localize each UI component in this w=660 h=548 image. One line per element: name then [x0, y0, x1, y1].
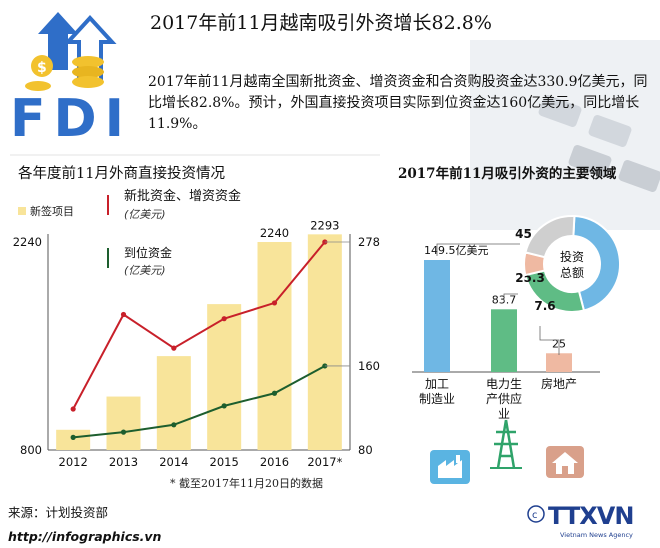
- donut-slice-3: [524, 215, 576, 259]
- right-section-title: 2017年前11月吸引外资的主要领域: [398, 166, 617, 182]
- fdi-yearly-chart: 2240 2293 800 2240 80 160 278 2012 2013 2014 2015 2…: [13, 188, 380, 469]
- y-right-tick: 160: [358, 359, 380, 373]
- leader-line: [503, 293, 518, 302]
- donut-slice-0: [572, 215, 621, 312]
- series-line-1: [72, 241, 326, 410]
- sector-bar-2: [546, 353, 572, 372]
- bar-2017*: [307, 234, 342, 450]
- house-icon: [546, 446, 584, 478]
- x-tick: 2012: [59, 455, 88, 469]
- series-point: [171, 422, 177, 428]
- bar-2013: [106, 396, 141, 450]
- legend: 新签项目 新批资金、增资资金 (亿美元) 到位资金 (亿美元): [18, 188, 241, 277]
- sector-bar-0: [424, 260, 450, 372]
- x-tick: 2015: [210, 455, 239, 469]
- bar-value-label: 2240: [260, 226, 289, 240]
- source-note: 来源：计划投资部: [8, 505, 109, 520]
- sector-category-label: 加工: [425, 377, 449, 391]
- series-point: [120, 429, 127, 435]
- sector-category-label: 产供应: [486, 391, 522, 406]
- series-point: [70, 434, 76, 440]
- sector-category-label: 电力生: [486, 377, 522, 391]
- leader-line: [539, 326, 560, 355]
- legend-green-label: 到位资金: [124, 245, 172, 260]
- sector-bar-1: [491, 309, 517, 372]
- y-right-tick: 278: [358, 235, 380, 249]
- donut-slice-label: 7.6: [534, 299, 555, 313]
- copyright-icon: [527, 505, 545, 523]
- brand-subtitle: Vietnam News Agency: [560, 531, 633, 539]
- series-point: [120, 311, 127, 318]
- factory-icon: [430, 450, 470, 484]
- site-link[interactable]: http://infographics.vn: [8, 529, 162, 544]
- series-line-2: [73, 365, 326, 439]
- leader-line: [436, 243, 520, 256]
- intro-paragraph: 2017年前11月越南全国新批资金、增资资金和合资购股资金达330.9亿美元，同…: [148, 74, 648, 132]
- series-point: [271, 390, 278, 396]
- svg-text:$: $: [37, 60, 47, 76]
- bar-2014: [156, 356, 191, 450]
- x-tick: 2016: [260, 455, 289, 469]
- x-tick: 2013: [109, 455, 138, 469]
- series-point: [171, 345, 177, 351]
- fdi-logo-text: FDI: [10, 89, 132, 149]
- sector-category-label: 业: [498, 407, 510, 421]
- legend-bar-swatch: [18, 207, 26, 215]
- series-point: [271, 300, 278, 306]
- page-title: 2017年前11月越南吸引外资增长82.8%: [150, 12, 492, 34]
- x-tick: 2014: [159, 455, 188, 469]
- sector-category-label: 房地产: [541, 376, 577, 391]
- y-left-tick: 800: [20, 443, 42, 457]
- bar-2015: [207, 304, 242, 450]
- fdi-logo: $ FDI: [10, 12, 132, 149]
- y-left-tick: 2240: [13, 235, 42, 249]
- brand-logo: TTXVN: [548, 502, 634, 530]
- footer-bar: [0, 526, 660, 548]
- legend-red-unit: (亿美元): [124, 208, 166, 221]
- legend-green-unit: (亿美元): [124, 264, 166, 277]
- series-point: [221, 403, 227, 409]
- bar-value-label: 2293: [310, 218, 339, 232]
- donut-slice-label: 25.3: [515, 271, 545, 285]
- legend-bar-label: 新签项目: [30, 204, 74, 218]
- sector-category-label: 制造业: [419, 392, 455, 406]
- legend-red-label: 新批资金、增资资金: [124, 188, 241, 204]
- power-tower-icon: [490, 419, 522, 469]
- calculator-background: [470, 40, 660, 230]
- series-point: [70, 406, 76, 412]
- sector-value-label: 149.5亿美元: [424, 244, 489, 257]
- bar-2016: [257, 242, 292, 450]
- left-section-title: 各年度前11月外商直接投资情况: [18, 166, 225, 182]
- donut-center-label: 总额: [560, 266, 584, 280]
- footnote: * 截至2017年11月20日的数据: [170, 477, 323, 490]
- x-tick: 2017*: [307, 455, 342, 469]
- y-right-tick: 80: [358, 443, 373, 457]
- donut-center-label: 投资: [560, 249, 584, 264]
- series-point: [221, 316, 227, 322]
- copyright-glyph: c: [532, 510, 538, 521]
